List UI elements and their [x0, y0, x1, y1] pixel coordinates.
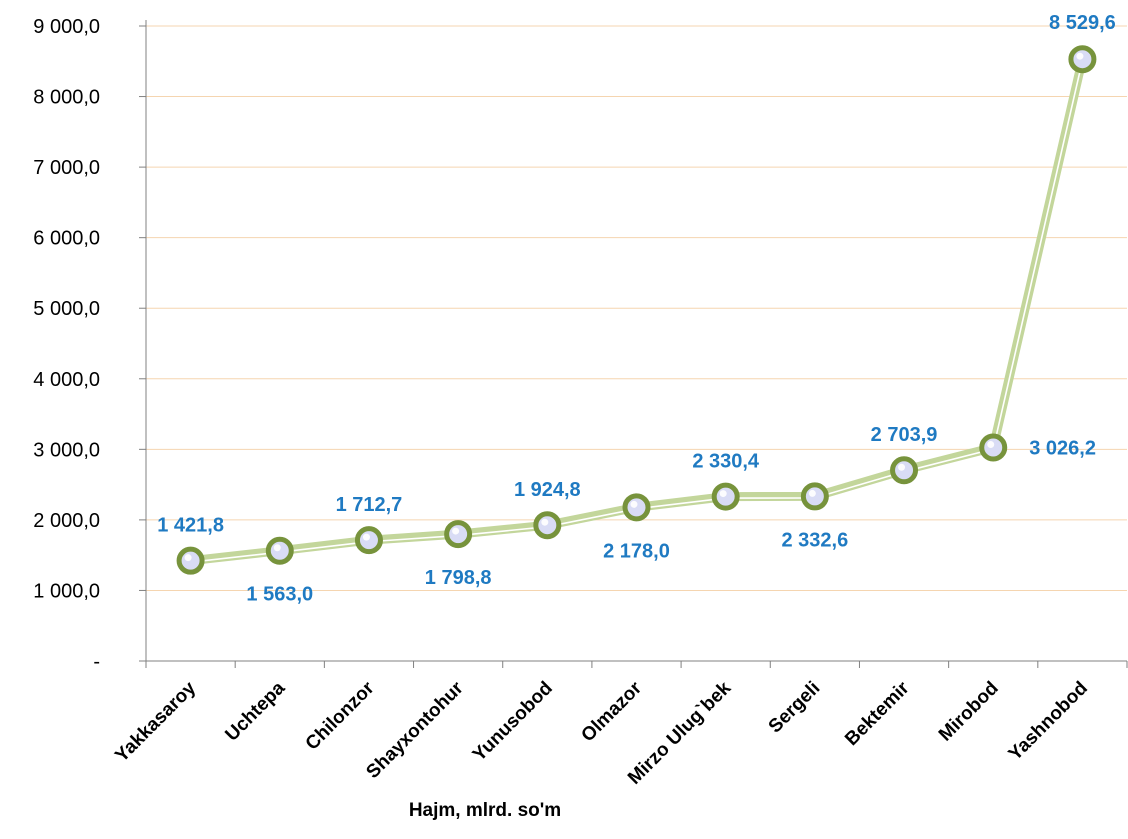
x-tick-label: Uchtepa — [221, 677, 289, 745]
series-points — [176, 45, 1097, 575]
series-line-outer — [190, 58, 1087, 566]
x-tick-label: Chilonzor — [302, 677, 379, 754]
x-tick-label: Bektemir — [841, 677, 914, 750]
data-point-marker — [711, 482, 740, 511]
data-point-highlight — [273, 544, 281, 552]
data-label: 1 563,0 — [246, 584, 313, 606]
data-point — [533, 511, 562, 540]
data-point — [265, 536, 294, 565]
x-tick-label: Mirobod — [935, 678, 1003, 746]
data-label: 2 703,9 — [871, 424, 938, 446]
data-point-marker — [1068, 45, 1097, 74]
data-label: 2 332,6 — [781, 529, 848, 551]
data-point-marker — [265, 536, 294, 565]
data-point — [622, 493, 651, 522]
data-label: 2 330,4 — [692, 451, 760, 473]
data-labels: 1 421,8 1 563,0 1 712,7 1 798,8 1 924,8 2 178… — [157, 12, 1116, 606]
data-label: 1 712,7 — [336, 494, 403, 516]
axes — [139, 20, 1128, 668]
data-point-highlight — [898, 463, 906, 471]
data-point — [800, 482, 829, 511]
data-label: 2 178,0 — [603, 540, 670, 562]
data-label: 8 529,6 — [1049, 12, 1116, 34]
x-axis-title: Hajm, mlrd. so'm — [409, 800, 561, 821]
data-point-highlight — [541, 518, 549, 526]
data-point-highlight — [452, 527, 460, 535]
y-tick-label: 5 000,0 — [33, 298, 100, 320]
data-point-marker — [176, 546, 205, 575]
data-label: 3 026,2 — [1029, 437, 1096, 459]
data-point — [176, 546, 205, 575]
gridlines — [146, 25, 1127, 591]
data-point — [711, 482, 740, 511]
x-tick-label: Yashnobod — [1005, 678, 1092, 765]
y-tick-label: - — [93, 651, 100, 673]
y-tick-label: 3 000,0 — [33, 439, 100, 461]
data-point — [444, 520, 473, 549]
data-point-marker — [622, 493, 651, 522]
data-point-highlight — [184, 554, 192, 562]
series-line — [190, 58, 1087, 566]
data-label: 1 798,8 — [425, 567, 492, 589]
data-point-highlight — [362, 533, 370, 541]
x-tick-label: Shayxontohur — [363, 677, 469, 783]
x-tick-label: Sergeli — [765, 678, 825, 738]
data-point-highlight — [808, 489, 816, 497]
data-point-marker — [979, 433, 1008, 462]
data-point-highlight — [1076, 52, 1084, 60]
data-point-marker — [800, 482, 829, 511]
y-tick-label: 2 000,0 — [33, 510, 100, 532]
data-point-highlight — [630, 500, 638, 508]
data-label: 1 421,8 — [157, 515, 224, 537]
data-point — [1068, 45, 1097, 74]
data-point — [354, 526, 383, 555]
data-point — [979, 433, 1008, 462]
data-point-marker — [354, 526, 383, 555]
y-tick-label: 8 000,0 — [33, 87, 100, 109]
data-point-marker — [444, 520, 473, 549]
series-line-highlight — [190, 60, 1084, 563]
data-point-highlight — [719, 490, 727, 498]
y-tick-label: 4 000,0 — [33, 369, 100, 391]
data-point-highlight — [987, 440, 995, 448]
y-tick-labels: - 1 000,0 2 000,0 3 000,0 4 000,0 5 000,0 6 00… — [33, 16, 100, 673]
data-point-marker — [890, 456, 919, 485]
y-tick-label: 1 000,0 — [33, 580, 100, 602]
data-point — [890, 456, 919, 485]
data-label: 1 924,8 — [514, 479, 581, 501]
y-tick-label: 9 000,0 — [33, 16, 100, 38]
x-tick-label: Yakkasaroy — [111, 677, 200, 766]
y-tick-label: 7 000,0 — [33, 157, 100, 179]
x-tick-label: Olmazor — [577, 677, 646, 746]
x-tick-label: Yunusobod — [469, 678, 557, 766]
y-tick-label: 6 000,0 — [33, 228, 100, 250]
data-point-marker — [533, 511, 562, 540]
